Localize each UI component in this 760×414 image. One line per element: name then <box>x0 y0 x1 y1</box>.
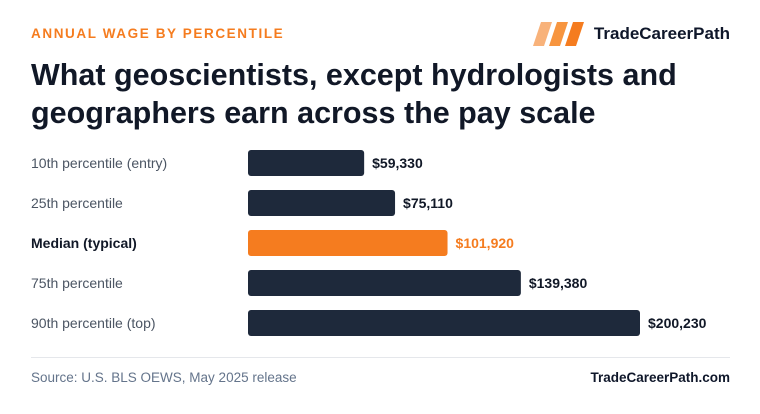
brand-name: TradeCareerPath <box>593 24 730 43</box>
median-bar <box>248 230 448 256</box>
value-label: $200,230 <box>648 315 707 331</box>
category-label: Median (typical) <box>31 235 137 251</box>
percentile-bar <box>248 190 396 216</box>
category-label: 90th percentile (top) <box>31 315 156 331</box>
category-label: 10th percentile (entry) <box>31 155 167 171</box>
chart-kicker: ANNUAL WAGE BY PERCENTILE <box>31 26 285 41</box>
footer-site-link[interactable]: TradeCareerPath.com <box>590 370 730 385</box>
percentile-bar <box>248 310 640 336</box>
percentile-bar <box>248 270 521 296</box>
percentile-bar <box>248 150 365 176</box>
value-label: $75,110 <box>403 195 453 211</box>
chart-title: What geoscientists, except hydrologists … <box>31 58 677 130</box>
category-label: 25th percentile <box>31 195 123 211</box>
value-label: $139,380 <box>529 275 588 291</box>
category-label: 75th percentile <box>31 275 123 291</box>
source-note: Source: U.S. BLS OEWS, May 2025 release <box>31 370 297 385</box>
stripes-logo-icon <box>532 22 584 46</box>
value-label: $59,330 <box>372 155 423 171</box>
brand-logo[interactable]: TradeCareerPath <box>532 22 730 46</box>
value-label: $101,920 <box>456 235 515 251</box>
footer-divider <box>31 357 730 358</box>
